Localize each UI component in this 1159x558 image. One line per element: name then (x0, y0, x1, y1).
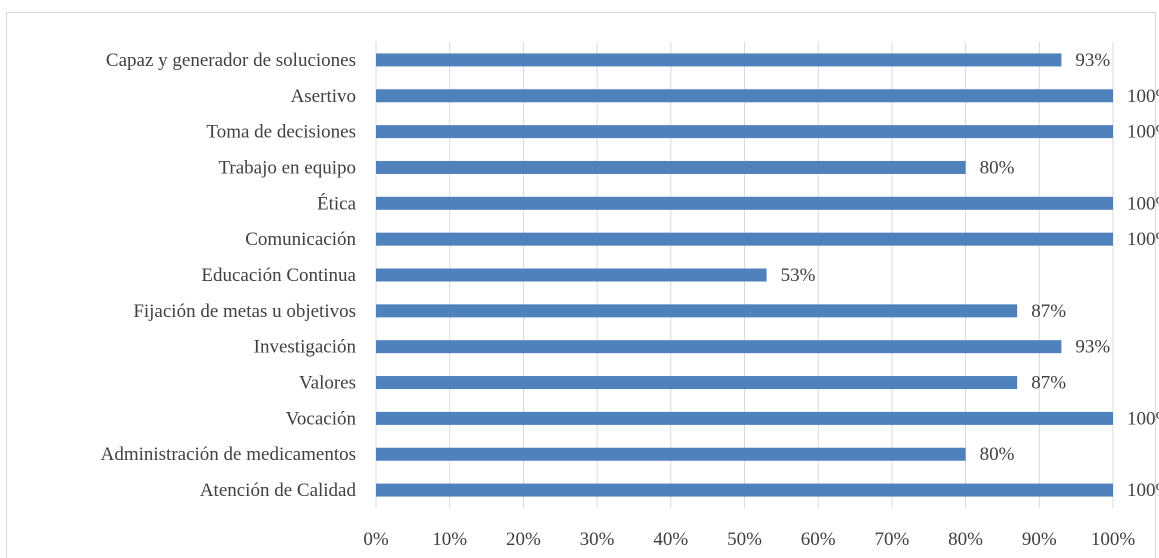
data-label: 87% (1031, 373, 1066, 394)
data-label: 93% (1075, 337, 1110, 358)
x-tick-label: 100% (1091, 529, 1136, 550)
data-label: 100% (1127, 193, 1159, 214)
bar (376, 53, 1062, 67)
x-tick-label: 90% (1022, 529, 1057, 550)
data-label: 100% (1127, 480, 1159, 501)
bar (376, 196, 1113, 210)
category-label: Educación Continua (201, 265, 356, 286)
x-tick-label: 0% (363, 529, 389, 550)
bar (376, 340, 1062, 354)
data-label: 87% (1031, 301, 1066, 322)
data-label: 100% (1127, 86, 1159, 107)
chart-container (6, 12, 1156, 558)
category-label: Asertivo (291, 86, 356, 107)
bar (376, 411, 1113, 425)
category-label: Comunicación (245, 229, 356, 250)
category-label: Vocación (286, 408, 357, 429)
x-tick-label: 20% (506, 529, 541, 550)
x-tick-label: 40% (653, 529, 688, 550)
bar (376, 160, 966, 174)
category-label: Toma de decisiones (206, 122, 356, 143)
data-label: 100% (1127, 408, 1159, 429)
bar (376, 125, 1113, 139)
bar (376, 232, 1113, 246)
category-label: Capaz y generador de soluciones (106, 50, 356, 71)
category-label: Ética (317, 192, 357, 214)
x-tick-label: 70% (874, 529, 909, 550)
x-tick-label: 30% (580, 529, 615, 550)
bar (376, 89, 1113, 103)
bar (376, 304, 1018, 318)
data-label: 80% (980, 444, 1015, 465)
category-label: Atención de Calidad (200, 480, 357, 501)
x-tick-label: 10% (432, 529, 467, 550)
data-label: 80% (980, 157, 1015, 178)
x-tick-label: 80% (948, 529, 983, 550)
bar (376, 268, 767, 282)
category-label: Fijación de metas u objetivos (133, 301, 356, 322)
category-label: Administración de medicamentos (101, 444, 356, 465)
data-label: 93% (1075, 50, 1110, 71)
x-tick-label: 60% (801, 529, 836, 550)
bar (376, 376, 1018, 390)
category-label: Trabajo en equipo (218, 157, 356, 178)
data-label: 53% (781, 265, 816, 286)
data-label: 100% (1127, 122, 1159, 143)
bar (376, 483, 1113, 497)
x-tick-label: 50% (727, 529, 762, 550)
data-label: 100% (1127, 229, 1159, 250)
category-label: Valores (299, 373, 356, 394)
bar (376, 447, 966, 461)
category-label: Investigación (254, 337, 357, 358)
